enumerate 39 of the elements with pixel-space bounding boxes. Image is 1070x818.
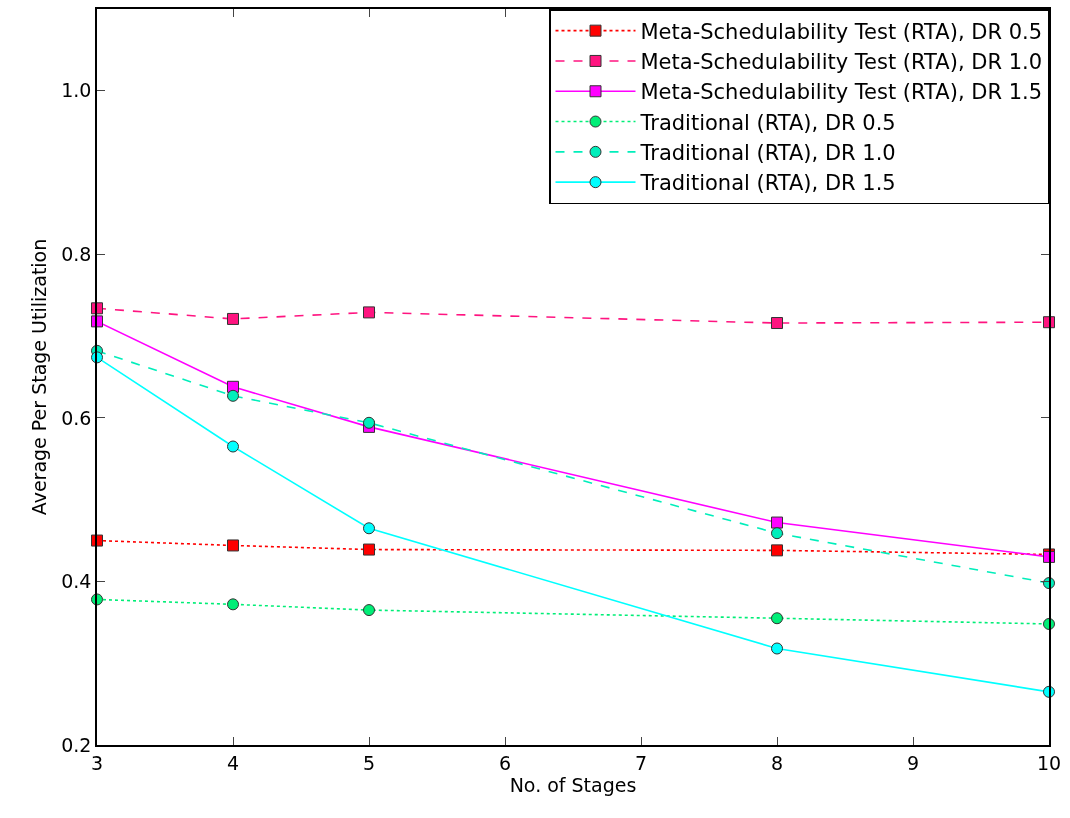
point	[771, 317, 783, 330]
x-tick-label: 7	[634, 751, 648, 774]
x-axis-title: No. of Stages	[509, 773, 637, 796]
point	[771, 527, 783, 540]
point	[227, 539, 239, 552]
legend-label: Traditional (RTA), DR 1.5	[639, 171, 896, 196]
point	[227, 440, 239, 453]
x-tick-label: 9	[906, 751, 920, 774]
point	[227, 598, 239, 611]
legend-label: Traditional (RTA), DR 0.5	[639, 110, 896, 135]
y-tick-label: 1.0	[61, 79, 92, 102]
point	[363, 543, 375, 556]
point	[363, 522, 375, 535]
legend-label: Meta-Schedulability Test (RTA), DR 1.0	[640, 50, 1043, 75]
point	[91, 315, 103, 328]
point	[363, 306, 375, 319]
x-tick-label: 3	[90, 751, 104, 774]
point	[227, 312, 239, 325]
y-axis-title: Average Per Stage Utilization	[27, 238, 50, 516]
y-tick-label: 0.2	[61, 733, 92, 756]
x-tick-label: 4	[226, 751, 240, 774]
point	[363, 604, 375, 617]
point	[363, 416, 375, 429]
x-tick-label: 6	[498, 751, 512, 774]
x-tick-label: 10	[1036, 751, 1062, 774]
legend-label: Traditional (RTA), DR 1.0	[639, 141, 896, 166]
y-tick-label: 0.6	[61, 406, 92, 429]
y-tick-label: 0.4	[61, 570, 92, 593]
point	[91, 534, 103, 547]
x-tick-label: 8	[770, 751, 784, 774]
x-tick-label: 5	[362, 751, 376, 774]
y-tick-label: 0.8	[61, 242, 92, 265]
point	[771, 612, 783, 625]
point	[771, 544, 783, 557]
point	[227, 389, 239, 402]
point	[771, 642, 783, 655]
legend-label: Meta-Schedulability Test (RTA), DR 1.5	[640, 80, 1043, 105]
point	[771, 516, 783, 529]
legend-label: Meta-Schedulability Test (RTA), DR 0.5	[640, 19, 1043, 44]
